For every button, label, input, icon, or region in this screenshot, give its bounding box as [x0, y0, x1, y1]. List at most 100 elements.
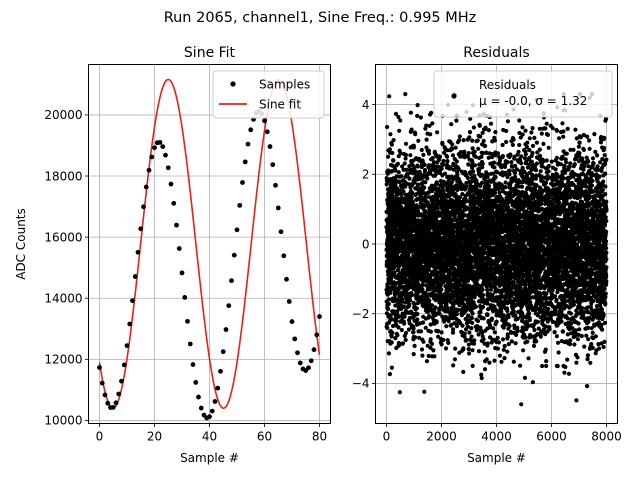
sine-fit-ytick-label: 14000 — [44, 292, 82, 306]
residual-point — [407, 302, 412, 307]
sample-point — [190, 362, 196, 367]
sample-point — [273, 182, 278, 188]
residual-point — [410, 190, 415, 195]
sine-fit-xtick-label: 60 — [257, 430, 272, 444]
residual-point — [412, 209, 417, 214]
residual-point — [430, 303, 435, 308]
residual-point — [445, 148, 450, 153]
residual-point — [427, 123, 432, 128]
residual-point — [476, 146, 481, 151]
residual-point — [457, 195, 462, 200]
residual-point — [480, 165, 485, 170]
residual-point — [428, 329, 433, 334]
residual-point — [503, 185, 508, 190]
residual-point — [449, 122, 454, 127]
residual-point — [464, 306, 469, 311]
residual-point — [481, 138, 486, 143]
residual-point — [400, 164, 405, 169]
residual-point — [389, 365, 394, 370]
residual-point — [471, 169, 476, 174]
residual-point — [509, 160, 514, 165]
residual-point — [425, 176, 430, 181]
residual-point — [489, 316, 494, 321]
residual-point — [384, 311, 389, 316]
sample-point — [278, 229, 284, 235]
residual-point — [411, 326, 416, 331]
residual-point — [424, 137, 429, 142]
residual-point — [470, 213, 475, 218]
residual-point — [446, 340, 451, 345]
residual-point — [402, 321, 407, 326]
residual-point — [404, 167, 409, 172]
residual-point — [392, 283, 397, 288]
sample-point — [182, 295, 188, 300]
residual-point — [500, 153, 505, 159]
residual-point — [453, 346, 458, 351]
residual-point — [426, 267, 431, 272]
residual-point — [505, 308, 510, 313]
residual-point — [451, 305, 456, 310]
residual-point — [411, 145, 416, 150]
residual-point — [465, 175, 470, 180]
residual-point — [506, 314, 511, 320]
residual-point — [496, 340, 501, 345]
residual-point — [408, 298, 413, 303]
residual-point — [412, 180, 417, 185]
residual-point — [386, 301, 391, 307]
legend-samples-label: Samples — [259, 78, 310, 92]
residual-point — [514, 332, 519, 337]
residual-point — [408, 110, 413, 115]
sample-point — [218, 368, 223, 374]
residual-point — [391, 158, 396, 163]
residual-point — [441, 162, 446, 167]
residual-point — [421, 339, 426, 344]
residual-point — [392, 270, 397, 275]
residual-point — [476, 349, 482, 354]
residual-point — [517, 142, 522, 148]
residual-point — [448, 288, 453, 293]
sample-point — [270, 162, 276, 168]
sample-point — [229, 278, 234, 284]
residual-point — [448, 278, 453, 283]
residual-point — [471, 341, 477, 346]
sample-point — [289, 319, 295, 324]
residual-point — [516, 149, 521, 154]
residual-point — [450, 146, 455, 151]
residual-point — [423, 194, 428, 200]
residual-point — [478, 310, 483, 315]
residual-point — [487, 360, 492, 365]
residual-point — [460, 323, 465, 328]
sample-point — [297, 360, 303, 366]
sine-fit-xtick-label: 40 — [202, 430, 217, 444]
residual-point — [505, 349, 510, 354]
residual-point — [419, 347, 425, 352]
residual-point — [472, 338, 477, 343]
residual-point — [466, 313, 471, 318]
residual-point — [390, 150, 395, 156]
residual-point — [416, 182, 421, 187]
residual-point — [397, 390, 402, 395]
residual-point — [395, 333, 400, 338]
residual-point — [403, 141, 409, 146]
residual-point — [458, 150, 463, 155]
sample-point — [240, 180, 245, 185]
residual-point — [398, 239, 403, 244]
legend-samples-marker — [230, 81, 236, 87]
residual-point — [479, 372, 484, 377]
residual-point — [424, 359, 430, 364]
sample-point — [116, 391, 122, 397]
residual-point — [454, 312, 459, 317]
residual-point — [513, 163, 518, 168]
residual-point — [411, 352, 416, 357]
residual-point — [386, 351, 391, 356]
residual-point — [387, 94, 392, 99]
residual-point — [391, 138, 396, 143]
sine-fit-xtick-label: 20 — [147, 430, 162, 444]
sample-point — [215, 385, 221, 391]
residual-point — [386, 297, 392, 302]
residual-point — [414, 306, 419, 311]
residual-point — [465, 278, 471, 283]
residual-point — [477, 162, 482, 167]
